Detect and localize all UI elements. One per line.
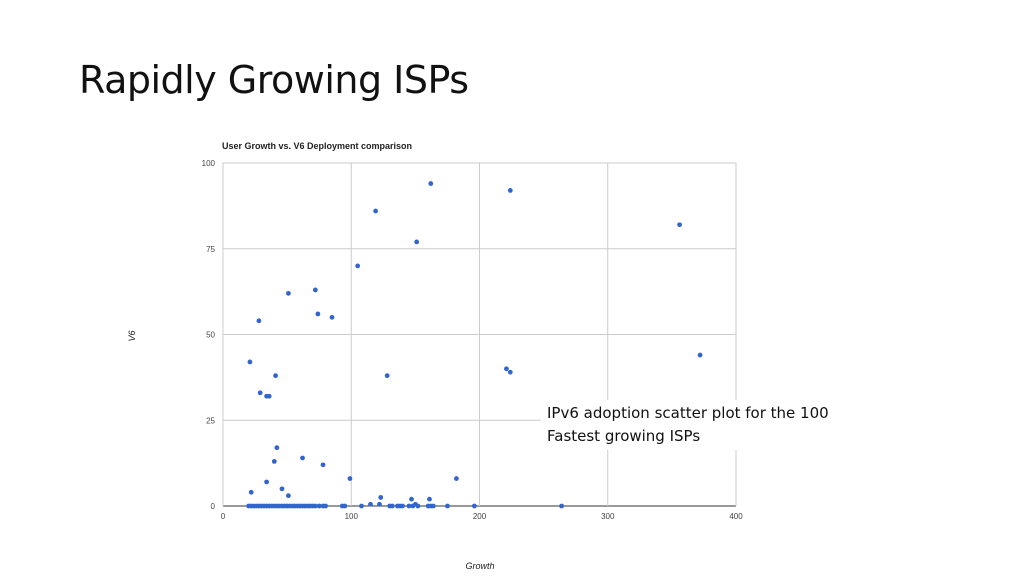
data-point (677, 222, 682, 228)
y-tick-label: 50 (206, 331, 215, 340)
y-tick-label: 100 (202, 159, 216, 168)
data-point (271, 459, 277, 464)
data-point (256, 318, 262, 324)
data-point (430, 503, 436, 509)
data-point (247, 359, 253, 365)
data-point (347, 476, 353, 481)
data-point (355, 263, 361, 269)
caption-line-2: Fastest growing ISPs (547, 427, 701, 445)
data-point (273, 373, 278, 379)
slide-title: Rapidly Growing ISPs (79, 58, 469, 102)
data-points (246, 181, 703, 509)
data-point (384, 373, 390, 379)
y-tick-label: 25 (206, 416, 215, 425)
x-tick-label: 300 (601, 512, 615, 521)
data-point (320, 462, 326, 468)
x-axis-label: Growth (465, 561, 494, 571)
x-tick-label: 100 (345, 512, 359, 521)
data-point (257, 390, 263, 396)
data-point (329, 314, 335, 320)
data-point (359, 503, 364, 509)
data-point (389, 503, 395, 509)
data-point (300, 455, 305, 461)
data-point (279, 486, 285, 492)
data-point (274, 445, 280, 451)
y-tick-label: 0 (211, 502, 216, 511)
data-point (286, 493, 291, 499)
y-tick-label: 75 (206, 245, 215, 254)
data-point (312, 287, 318, 293)
data-point (697, 352, 703, 358)
data-point (410, 503, 416, 509)
data-point (373, 208, 379, 214)
data-point (315, 311, 321, 317)
data-point (400, 503, 405, 509)
y-axis-label: V6 (127, 330, 137, 341)
data-point (414, 239, 420, 245)
data-point (248, 489, 254, 495)
data-point (377, 501, 382, 507)
data-point (559, 503, 564, 509)
chart-caption: IPv6 adoption scatter plot for the 100 F… (541, 400, 835, 450)
data-point (409, 496, 414, 502)
data-point (427, 496, 432, 502)
data-point (342, 503, 348, 509)
data-point (415, 503, 421, 509)
data-point (368, 501, 373, 507)
x-tick-label: 400 (729, 512, 743, 521)
data-point (316, 503, 322, 509)
data-point (454, 476, 459, 481)
data-point (266, 393, 272, 399)
x-tick-label: 0 (221, 512, 226, 521)
data-point (286, 290, 291, 296)
data-point (312, 503, 318, 509)
data-point (507, 188, 513, 193)
plot-gridlines (222, 162, 737, 507)
data-point (406, 503, 412, 509)
caption-line-1: IPv6 adoption scatter plot for the 100 (547, 404, 829, 422)
data-point (264, 479, 270, 485)
data-point (428, 181, 434, 186)
data-point (378, 495, 384, 500)
data-point (504, 366, 509, 372)
data-point (445, 503, 450, 509)
x-tick-label: 200 (473, 512, 487, 521)
chart-title: User Growth vs. V6 Deployment comparison (222, 141, 412, 151)
data-point (507, 369, 513, 375)
data-point (323, 503, 328, 509)
axis-tick-labels: 0 25 50 75 100 0 100 200 300 400 (202, 159, 744, 521)
data-point (471, 503, 477, 509)
